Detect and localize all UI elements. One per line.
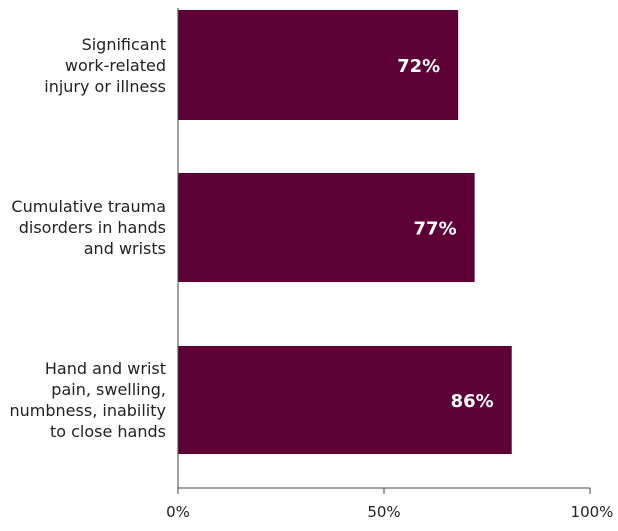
- x-tick-label-2: 50%: [367, 503, 400, 521]
- category-label-line: and wrists: [83, 239, 166, 258]
- category-label-line: pain, swelling,: [51, 380, 166, 399]
- bar-1: [178, 10, 459, 120]
- category-label-line: Hand and wrist: [44, 359, 166, 378]
- x-tick-label-1: 0%: [166, 503, 190, 521]
- category-label-line: to close hands: [49, 422, 166, 441]
- bar-2: [178, 173, 475, 282]
- data-label-2: 77%: [414, 219, 457, 240]
- data-label-3: 86%: [451, 391, 494, 412]
- category-label-line: Significant: [81, 34, 166, 54]
- bar-3: [178, 346, 512, 454]
- category-label-1: Significant work-related injury or illness: [44, 34, 166, 97]
- category-label-2: Cumulative trauma disorders in hands and w…: [11, 196, 166, 259]
- category-label-line: Cumulative trauma: [11, 197, 166, 216]
- category-label-3: Hand and wrist pain, swelling, numbness, i…: [10, 358, 166, 442]
- category-label-line: injury or illness: [44, 76, 166, 96]
- data-label-1: 72%: [397, 56, 440, 77]
- category-label-line: numbness, inability: [9, 401, 166, 420]
- x-tick-label-3: 100%: [571, 503, 614, 521]
- category-label-line: work-related: [64, 55, 166, 75]
- category-label-line: disorders in hands: [18, 218, 166, 237]
